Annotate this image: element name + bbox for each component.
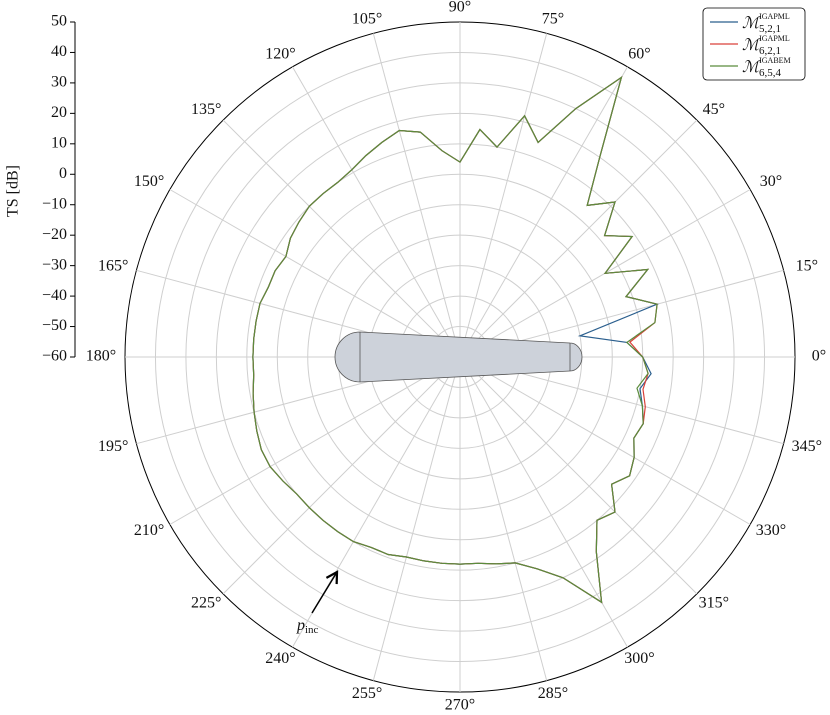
r-tick-label: −50 (42, 317, 67, 334)
theta-tick-label: 330° (756, 522, 786, 539)
legend-sup: IGABEM (759, 56, 791, 65)
theta-tick-label: 300° (624, 650, 654, 667)
r-tick-label: 20 (51, 104, 67, 121)
legend-name: ℳ (742, 15, 762, 32)
theta-tick-label: 105° (352, 11, 382, 28)
r-tick-label: 50 (51, 13, 67, 30)
grid-spoke (464, 365, 628, 648)
grid-spoke (466, 363, 698, 595)
theta-tick-label: 195° (98, 438, 128, 455)
r-tick-label: −10 (42, 195, 67, 212)
body-shape (334, 331, 583, 383)
legend-label: ℳIGAPML 5,2,1 (742, 12, 790, 35)
r-tick-label: −20 (42, 226, 67, 243)
legend-box (702, 7, 806, 81)
theta-tick-label: 225° (191, 594, 221, 611)
theta-tick-label: 120° (265, 45, 295, 62)
legend-label: ℳIGABEM 6,5,4 (742, 56, 791, 79)
r-tick-label: 10 (51, 134, 67, 151)
grid-spoke (372, 33, 458, 348)
curves (252, 75, 660, 604)
r-tick-label: 30 (51, 74, 67, 91)
incident-arrow (311, 570, 339, 614)
legend-sup: IGAPML (759, 12, 790, 21)
legend-sub: 6,5,4 (759, 67, 782, 79)
theta-tick-label: 180° (86, 348, 116, 365)
annotation: pinc (296, 617, 319, 636)
grid-spoke (222, 363, 454, 595)
r-tick-label: 40 (51, 43, 67, 60)
theta-tick-label: 90° (449, 0, 471, 16)
r-tick-label: −60 (42, 348, 67, 365)
legend-sub: 6,2,1 (759, 45, 781, 57)
r-tick-label: 0 (59, 165, 67, 182)
grid-spoke (466, 119, 698, 351)
theta-tick-label: 135° (191, 101, 221, 118)
grid-spoke (468, 361, 751, 525)
theta-tick-label: 15° (796, 257, 818, 274)
theta-tick-label: 75° (542, 11, 564, 28)
theta-tick-label: 240° (265, 650, 295, 667)
r-axis-label: TS [dB] (5, 165, 22, 217)
grid-spoke (462, 366, 548, 681)
theta-tick-label: 270° (445, 697, 475, 714)
grid-spoke (464, 66, 628, 349)
r-tick-label: −30 (42, 256, 67, 273)
theta-tick-label: 315° (699, 594, 729, 611)
grid-spoke (169, 361, 452, 525)
theta-tick-label: 285° (538, 685, 568, 702)
theta-tick-label: 150° (134, 173, 164, 190)
series-line (252, 75, 658, 604)
legend-name: ℳ (742, 37, 762, 54)
theta-tick-label: 255° (352, 685, 382, 702)
theta-tick-label: 345° (792, 438, 822, 455)
legend-sub: 5,2,1 (759, 23, 781, 35)
legend-name: ℳ (742, 59, 762, 76)
theta-tick-label: 45° (703, 101, 725, 118)
grid-spoke (372, 366, 458, 681)
theta-tick-label: 60° (628, 45, 650, 62)
legend-sup: IGAPML (759, 34, 790, 43)
theta-tick-label: 0° (812, 348, 826, 365)
grid-spoke (169, 189, 452, 353)
r-tick-label: −40 (42, 287, 67, 304)
grid-spoke (222, 119, 454, 351)
grid-spoke (468, 189, 751, 353)
legend-label: ℳIGAPML 6,2,1 (742, 34, 790, 57)
grid-spoke (292, 66, 456, 349)
grid-spoke (462, 33, 548, 348)
theta-tick-label: 30° (760, 173, 782, 190)
theta-tick-label: 165° (98, 257, 128, 274)
theta-tick-label: 210° (134, 522, 164, 539)
